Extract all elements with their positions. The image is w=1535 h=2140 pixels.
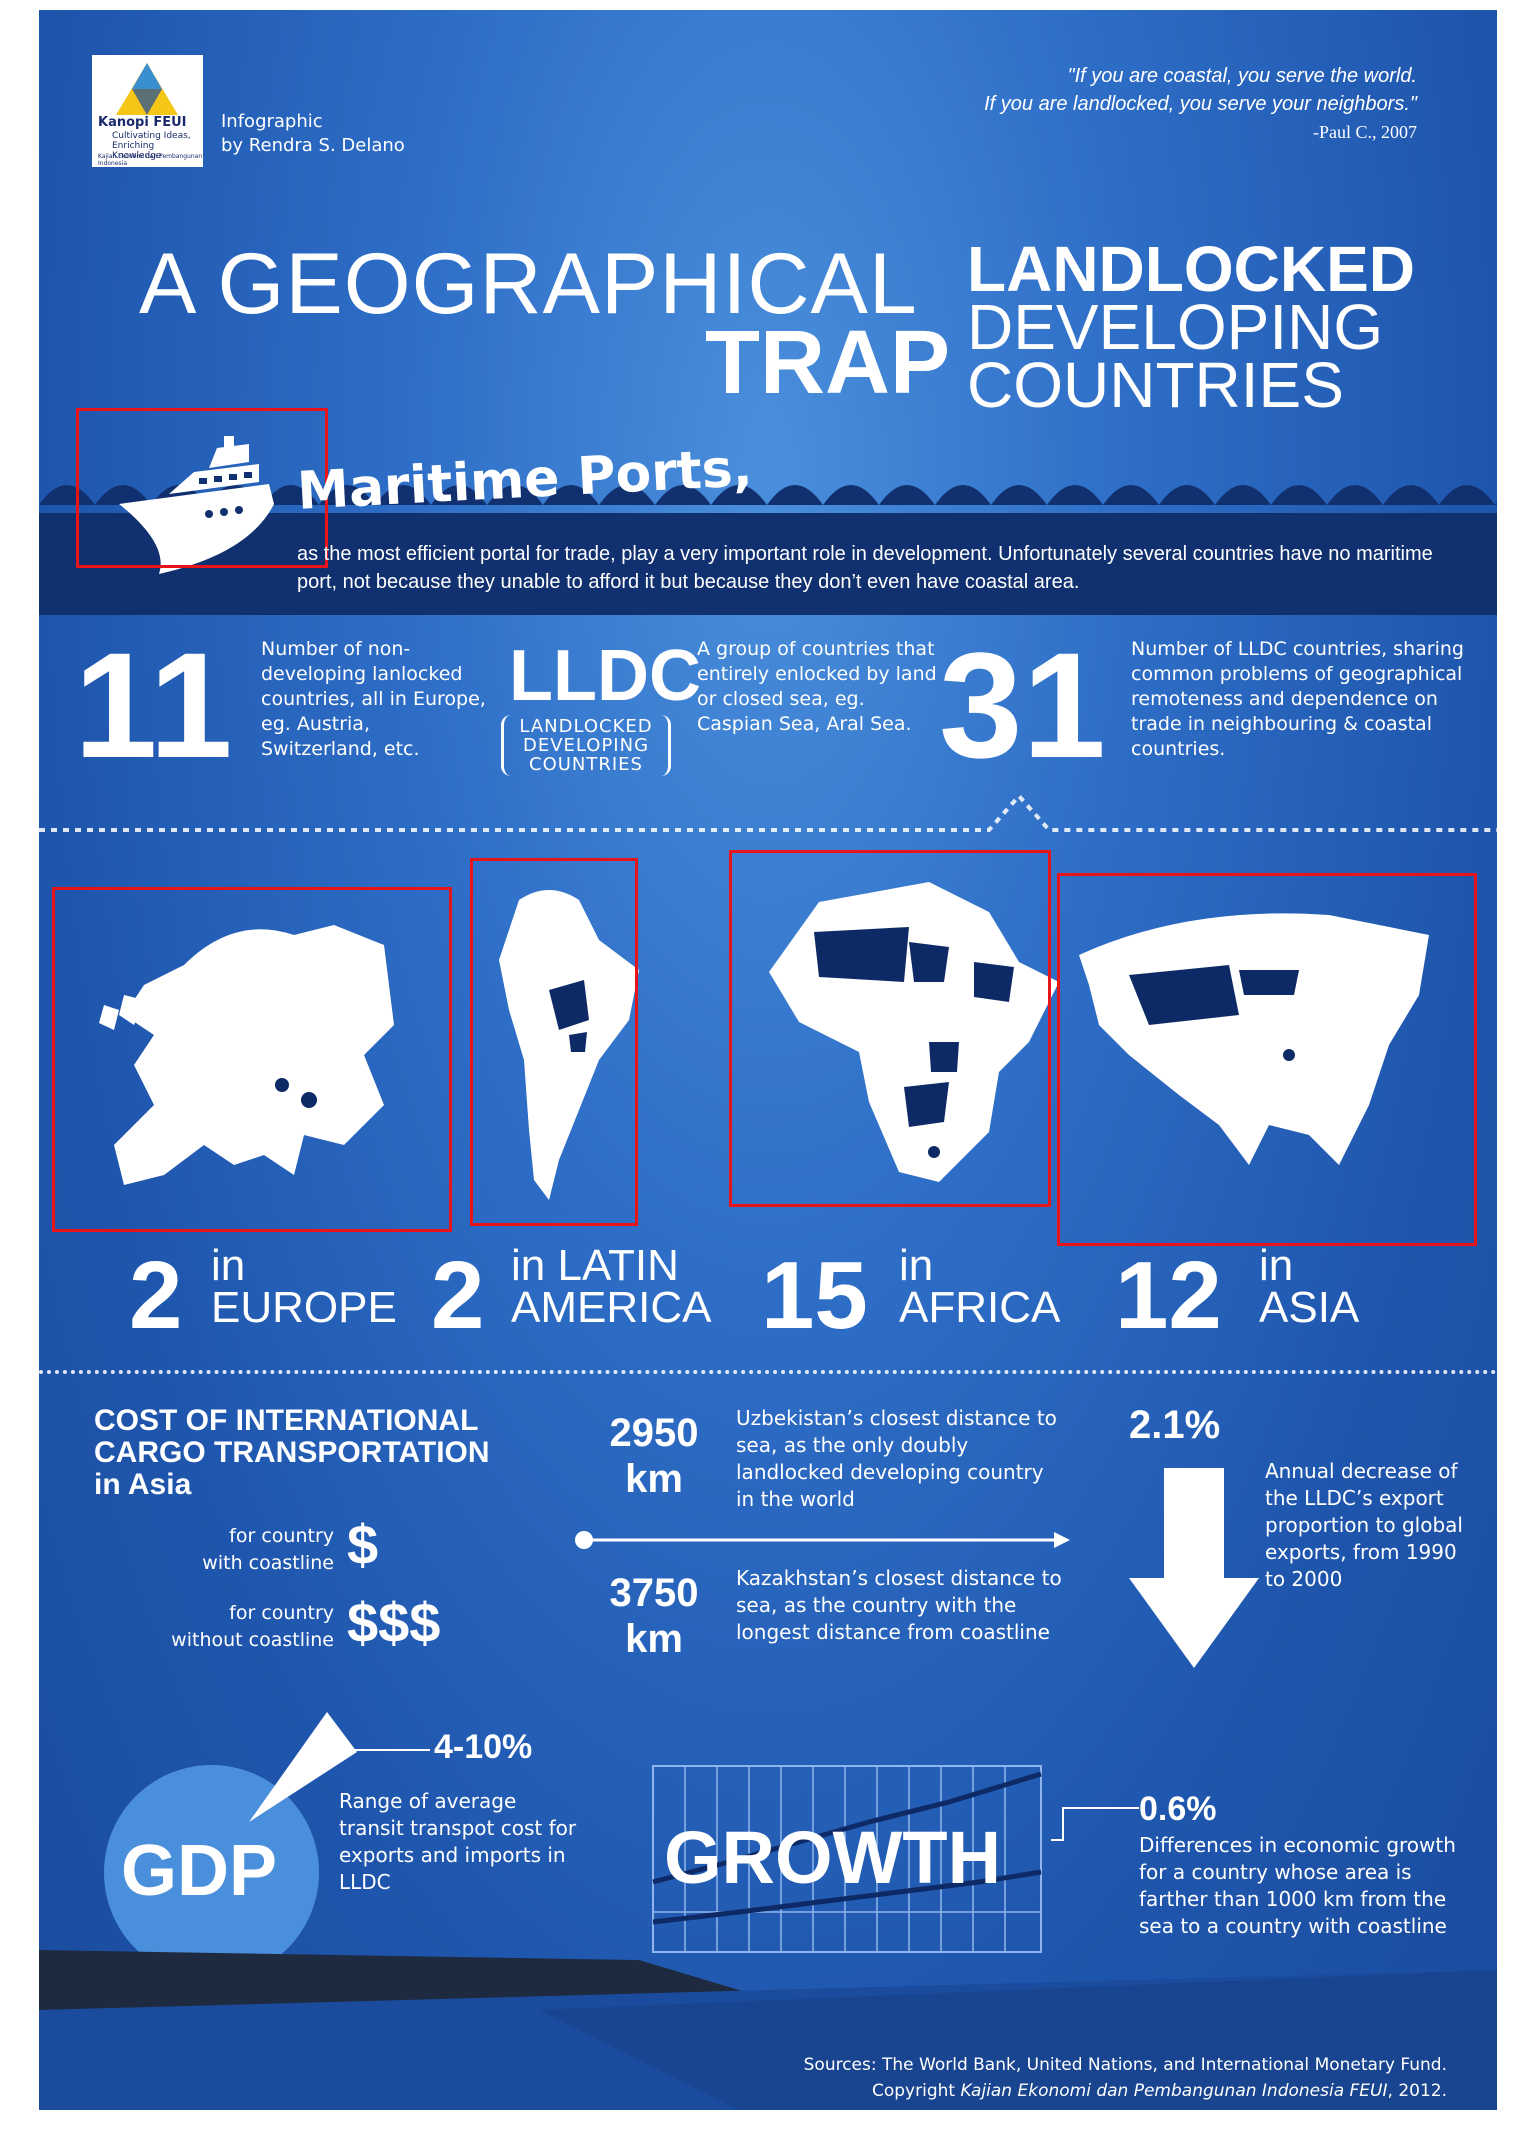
growth-value: 0.6% [1139,1790,1217,1828]
logo-triangle-icon [116,63,178,115]
coast-cost-symbol: $ [347,1513,379,1576]
asia-map [1079,913,1429,1165]
stat-11-number: 11 [74,621,233,789]
highlight-box-europe [52,887,452,1232]
latin-america-map [499,890,639,1200]
highlight-box-ship [76,408,328,568]
africa-map [769,882,1059,1182]
dotted-separator-1 [39,792,1497,832]
growth-grid-graphic [652,1765,1042,1953]
logo-name: Kanopi FEUI [98,115,187,130]
highlight-box-africa [729,850,1051,1207]
stat-31-text: Number of LLDC countries, sharing common… [1131,638,1464,760]
down-arrow-icon [1129,1468,1259,1668]
gdp-leader-line [335,1749,430,1751]
region-europe-name: EUROPE [211,1283,397,1332]
distance-kazakhstan-text: Kazakhstan’s closest distance to sea, as… [736,1566,1062,1644]
footer-band [39,1950,1497,2110]
nocoast-cost-symbol: $$$ [347,1591,441,1654]
title-trap: TRAP [705,313,950,413]
growth-text: Differences in economic growth for a cou… [1139,1833,1456,1938]
sea-waves [39,475,1497,615]
gdp-value: 4-10% [434,1728,533,1766]
distance-arrow [575,1531,1070,1549]
coast-label: for country with coastline [202,1525,334,1574]
region-latam-name: AMERICA [511,1283,712,1332]
europe-map [99,925,394,1185]
lldc-text: A group of countries that entirely enloc… [697,638,937,735]
region-europe-count: 2 [129,1242,183,1349]
title-geographical: A GEOGRAPHICAL [139,236,918,332]
gdp-text: Range of average transit transpot cost f… [339,1789,577,1894]
infographic-poster: Kanopi FEUI Cultivating Ideas, Enriching… [39,10,1497,2110]
dotted-separator-2 [39,1370,1497,1374]
stat-31-number: 31 [939,621,1106,789]
highlight-box-asia [1057,873,1477,1246]
byline: Infographic by Rendra S. Delano [221,111,405,156]
region-africa-in: in [899,1241,934,1290]
region-europe-in: in [211,1241,246,1290]
title-developing: DEVELOPING [967,291,1384,363]
region-latam-in: in LATIN [511,1241,679,1290]
logo-fineprint: Kajian Ekonomi dan Pembangunan Indonesia [98,153,203,167]
region-asia-name: ASIA [1259,1283,1360,1332]
lldc-acronym: LLDC [509,636,701,716]
growth-leader-line [1051,1807,1139,1841]
ship-icon [119,436,274,574]
region-asia-count: 12 [1115,1242,1222,1349]
quote: "If you are coastal, you serve the world… [984,65,1417,115]
gdp-circle [104,1765,319,1980]
cost-title: COST OF INTERNATIONAL CARGO TRANSPORTATI… [94,1404,490,1501]
stat-11-text: Number of non-developing lanlocked count… [261,638,486,760]
logo-tagline: Cultivating Ideas, Enriching Knowledge [112,131,191,161]
distance-uzbekistan-text: Uzbekistan’s closest distance to sea, as… [736,1406,1057,1511]
kanopi-logo: Kanopi FEUI Cultivating Ideas, Enriching… [92,55,203,167]
quote-author: -Paul C., 2007 [1312,122,1417,142]
gdp-slice-icon [249,1712,357,1822]
distance-uzbekistan: 2950 km [609,1411,699,1501]
gdp-label: GDP [121,1831,278,1911]
region-latam-count: 2 [431,1242,485,1349]
maritime-text: as the most efficient portal for trade, … [297,543,1433,593]
export-decrease-value: 2.1% [1129,1403,1221,1447]
export-decrease-text: Annual decrease of the LLDC’s export pro… [1265,1459,1463,1591]
region-asia-in: in [1259,1241,1294,1290]
highlight-box-latin-america [470,858,638,1226]
distance-kazakhstan: 3750 km [609,1571,699,1661]
nocoast-label: for country without coastline [171,1602,334,1651]
growth-label: GROWTH [664,1816,1002,1899]
region-africa-count: 15 [761,1242,868,1349]
title-landlocked: LANDLOCKED [967,233,1415,305]
sources: Sources: The World Bank, United Nations,… [803,2055,1447,2101]
region-africa-name: AFRICA [899,1283,1061,1332]
lldc-expansion: LANDLOCKED DEVELOPING COUNTRIES [501,715,671,776]
title-countries: COUNTRIES [967,349,1344,421]
